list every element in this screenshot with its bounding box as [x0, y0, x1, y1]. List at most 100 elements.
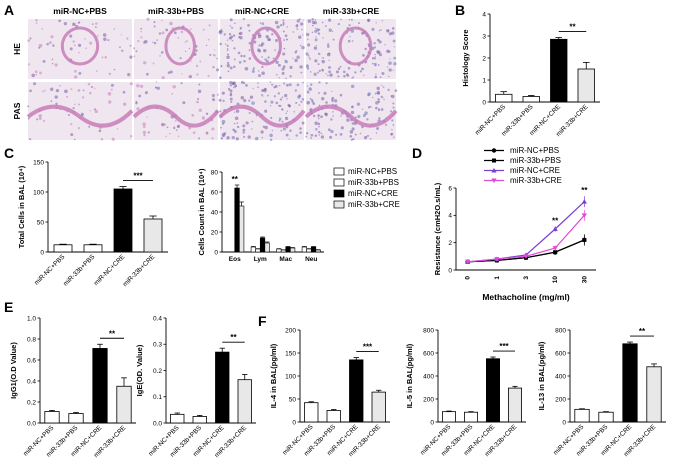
tissue-cell [316, 28, 320, 32]
tissue-cell [333, 99, 338, 103]
tissue-cell [281, 71, 285, 75]
tissue-cell [87, 82, 91, 86]
tissue-cell [259, 22, 262, 24]
tissue-cell [229, 25, 232, 27]
y-tick-label: 40 [211, 209, 219, 216]
tissue-cell [146, 116, 149, 118]
significance-marker: ** [109, 329, 116, 338]
tissue-cell [251, 128, 253, 130]
tissue-cell [285, 77, 287, 80]
y-axis-label: IL-5 in BAL(pg/ml) [405, 343, 414, 408]
data-point [465, 259, 471, 265]
histology-column-header: miR-33b+PBS [148, 6, 204, 16]
tissue-cell [146, 72, 149, 76]
y-tick-label: 0.2 [153, 368, 162, 375]
tissue-cell [351, 40, 354, 42]
tissue-cell [98, 129, 102, 133]
tissue-cell [144, 91, 148, 95]
tissue-cell [126, 37, 129, 40]
legend-label: miR-NC+PBS [510, 146, 559, 155]
histology-column-header: miR-NC+CRE [235, 6, 289, 16]
tissue-cell [286, 110, 289, 112]
tissue-cell [271, 83, 273, 86]
tissue-cell [328, 28, 332, 33]
tissue-cell [327, 43, 330, 46]
tissue-cell [258, 44, 261, 47]
tissue-cell [265, 88, 267, 90]
tissue-cell [122, 90, 126, 94]
tissue-cell [327, 74, 329, 77]
x-tick-label: Neu [305, 256, 317, 263]
tissue-cell [191, 114, 195, 117]
tissue-cell [254, 136, 259, 141]
tissue-cell [305, 135, 308, 138]
y-axis-label: IL-13 in BAL(pg/ml) [537, 341, 546, 410]
tissue-cell [380, 108, 384, 111]
histology-row-label: PAS [12, 102, 22, 119]
bar [574, 408, 590, 423]
tissue-cell [282, 108, 284, 111]
tissue-cell [282, 127, 287, 131]
tissue-cell [38, 43, 43, 48]
tissue-cell [153, 25, 156, 28]
tissue-cell [271, 129, 274, 132]
tissue-cell [129, 44, 132, 47]
tissue-cell [367, 43, 370, 46]
tissue-cell [285, 116, 288, 119]
y-tick-label: 0 [482, 99, 486, 106]
tissue-cell [27, 63, 31, 66]
tissue-cell [237, 51, 241, 55]
tissue-cell [317, 71, 319, 74]
tissue-cell [374, 58, 376, 60]
tissue-cell [295, 101, 298, 104]
tissue-cell [248, 99, 251, 102]
tissue-cell [302, 81, 304, 84]
tissue-cell [70, 133, 74, 137]
tissue-cell [277, 92, 280, 95]
histology-column-header: miR-33b+CRE [323, 6, 380, 16]
tissue-cell [153, 21, 156, 24]
tissue-cell [280, 129, 283, 132]
tissue-cell [119, 46, 121, 49]
tissue-cell [213, 49, 216, 51]
tissue-cell [322, 57, 324, 59]
airway-resistance-chart: 0 2 4 6 0 1 3 10 30 Methacholine (mg/ml) Resistanc… [433, 146, 596, 302]
tissue-cell [305, 52, 309, 56]
tissue-cell [386, 66, 389, 68]
tissue-cell [388, 75, 390, 78]
tissue-cell [152, 62, 155, 65]
tissue-cell [231, 26, 234, 29]
tissue-cell [219, 110, 222, 113]
tissue-cell [375, 106, 378, 110]
bar [215, 351, 230, 424]
tissue-cell [264, 109, 268, 113]
tissue-cell [275, 101, 279, 105]
tissue-cell [393, 46, 395, 48]
tissue-cell [93, 87, 96, 89]
bar [53, 244, 73, 253]
tissue-cell [260, 93, 263, 96]
tissue-cell [221, 119, 226, 124]
tissue-cell [350, 18, 353, 21]
data-point [581, 199, 587, 204]
tissue-cell [229, 84, 232, 87]
tissue-cell [113, 68, 116, 71]
legend-swatch [333, 189, 345, 198]
tissue-cell [58, 19, 61, 23]
tissue-cell [378, 40, 382, 44]
tissue-cell [135, 50, 138, 53]
tissue-cell [46, 42, 49, 46]
tissue-cell [63, 21, 68, 26]
airway-wall [60, 26, 100, 66]
tissue-cell [199, 60, 202, 63]
tissue-cell [263, 88, 267, 93]
histology-column-header: miR-NC+PBS [53, 6, 107, 16]
bar [326, 410, 341, 423]
total-cells-chart: 0 50 100 150 Total Cells in BAL (10⁴) miR-NC+… [17, 159, 168, 288]
tissue-cell [325, 81, 328, 85]
tissue-cell [331, 90, 333, 92]
tissue-cell [84, 38, 86, 40]
tissue-cell [146, 17, 150, 21]
tissue-cell [70, 88, 73, 91]
